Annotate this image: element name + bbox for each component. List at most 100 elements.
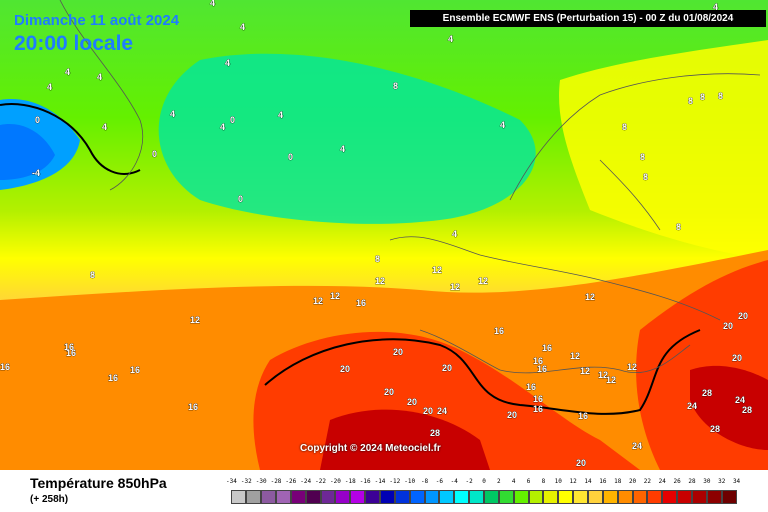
coastline-mediterranean <box>419 329 691 374</box>
isotherm-label: 16 <box>66 348 76 358</box>
legend-swatch <box>588 490 603 504</box>
legend-tick-label: 26 <box>673 478 681 485</box>
isotherm-label: 4 <box>340 144 345 154</box>
legend-swatch <box>380 490 395 504</box>
legend-tick-label: -6 <box>435 478 444 485</box>
coastline-scandinavia <box>509 73 761 231</box>
isotherm-label: 4 <box>97 72 102 82</box>
isotherm-label: 12 <box>313 296 323 306</box>
legend-swatch <box>528 490 544 504</box>
copyright-notice: Copyright © 2024 Meteociel.fr <box>300 443 441 454</box>
coastline-greenland <box>59 0 144 191</box>
legend-tick-label: 32 <box>718 478 726 485</box>
legend-tick-label: -28 <box>270 478 282 485</box>
isotherm-label: 20 <box>576 458 586 468</box>
color-scale-legend: -34 -32 -30 -28 -26 -24 -22 -20 -18 -16 -14 -12 -10-… <box>224 478 744 508</box>
legend-swatch <box>276 490 291 504</box>
legend-tick-label: -14 <box>374 478 386 485</box>
legend-swatch <box>706 490 722 504</box>
isotherm-label: 8 <box>688 96 693 106</box>
forecast-time: 20:00 locale <box>14 32 134 55</box>
very-hot-core <box>320 409 490 470</box>
legend-swatch <box>365 490 380 504</box>
isotherm-label: 4 <box>220 122 225 132</box>
isotherm-label: 12 <box>606 375 616 385</box>
isotherm-label: 12 <box>598 370 608 380</box>
isotherm-label: 12 <box>432 265 442 275</box>
isotherm-label: 12 <box>478 276 488 286</box>
legend-tick-label: 34 <box>732 478 741 485</box>
isotherm-label: 4 <box>240 22 245 32</box>
isotherm-label: 16 <box>537 364 547 374</box>
isotherm-label: 12 <box>585 292 595 302</box>
isotherm-label: 4 <box>65 67 70 77</box>
isotherm-label: 16 <box>542 343 552 353</box>
scandinavia-yellow <box>559 40 768 260</box>
isotherm-label: 12 <box>190 315 200 325</box>
isotherm-20 <box>264 329 701 415</box>
isotherm-label: 20 <box>340 364 350 374</box>
legend-tick-label: 22 <box>643 478 652 485</box>
legend-swatch <box>677 490 692 504</box>
legend-tick-label: -26 <box>285 478 297 485</box>
legend-tick-label: -4 <box>450 478 458 485</box>
legend-tick-label: 12 <box>569 478 577 485</box>
legend-tick-label: -10 <box>404 478 416 485</box>
isotherm-label: 16 <box>578 411 588 421</box>
isotherm-label: 24 <box>687 401 697 411</box>
isotherm-label: 4 <box>500 120 505 130</box>
legend-tick-label: -34 <box>226 478 237 485</box>
legend-swatch <box>335 490 351 504</box>
legend-swatch <box>424 490 440 504</box>
isotherm-label: 8 <box>643 172 648 182</box>
legend-tick-label: 18 <box>614 478 622 485</box>
isotherm-label: 4 <box>713 2 718 12</box>
legend-swatch <box>617 490 633 504</box>
legend-swatch <box>498 490 514 504</box>
isotherm-label: 8 <box>718 91 723 101</box>
isotherm-label: 16 <box>526 382 536 392</box>
very-hot-core-east <box>690 365 768 450</box>
isotherm-label: 20 <box>423 406 433 416</box>
isotherm-label: 16 <box>533 394 543 404</box>
legend-tick-label: 6 <box>526 478 531 485</box>
legend-swatch <box>484 490 499 504</box>
isotherm-0 <box>0 103 141 175</box>
isotherm-label: 4 <box>102 122 107 132</box>
legend-tick-label: -16 <box>359 478 371 485</box>
legend-swatch <box>290 490 306 504</box>
isotherm-label: 4 <box>225 58 230 68</box>
legend-swatch <box>246 490 262 504</box>
legend-swatch <box>320 490 336 504</box>
legend-tick-label: -12 <box>389 478 401 485</box>
isotherm-label: 4 <box>210 0 215 8</box>
isotherm-label: 16 <box>494 326 504 336</box>
forecast-date: Dimanche 11 août 2024 <box>14 12 180 29</box>
legend-tick-label: 4 <box>511 478 516 485</box>
legend-swatch <box>350 490 366 504</box>
isotherm-label: 0 <box>288 152 293 162</box>
legend-swatch <box>632 490 648 504</box>
isotherm-label: 20 <box>738 311 748 321</box>
isotherm-label: 16 <box>356 298 366 308</box>
isotherm-label: 8 <box>393 81 398 91</box>
legend-swatch <box>513 490 529 504</box>
isotherm-label: 28 <box>430 428 440 438</box>
isotherm-label: 4 <box>278 110 283 120</box>
isotherm-label: 12 <box>580 366 590 376</box>
isotherm-label: 20 <box>442 363 452 373</box>
isotherm-label: 8 <box>640 152 645 162</box>
legend-tick-label: 20 <box>628 478 637 485</box>
isotherm-label: 16 <box>64 342 74 352</box>
isotherm-label: 12 <box>330 291 340 301</box>
legend-tick-label: -8 <box>420 478 429 485</box>
legend-tick-label: 14 <box>584 478 592 485</box>
legend-tick-label: -30 <box>255 478 267 485</box>
legend-swatch <box>454 490 470 504</box>
legend-tick-label: 30 <box>703 478 711 485</box>
isotherm-label: 4 <box>452 229 457 239</box>
isotherm-label: 16 <box>130 365 140 375</box>
legend-swatch <box>409 490 425 504</box>
isotherm-label: 28 <box>702 388 712 398</box>
cold-pool-inner <box>0 124 55 180</box>
